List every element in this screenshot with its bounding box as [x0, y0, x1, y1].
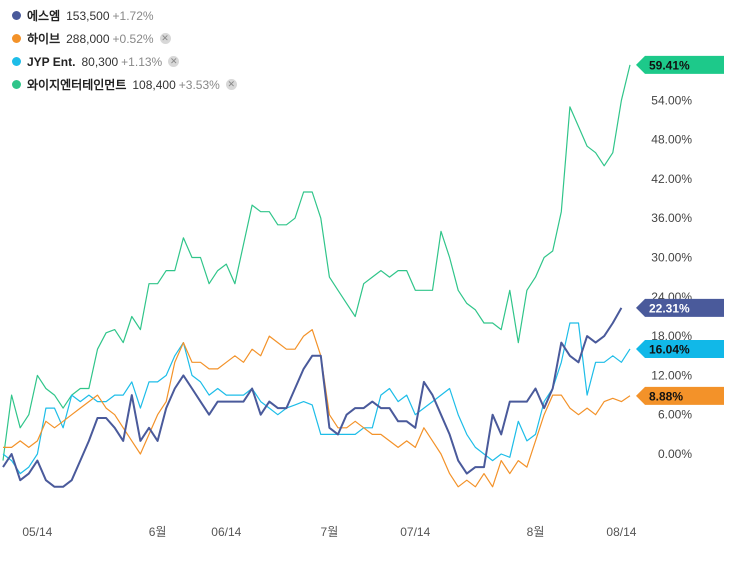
series-line-2: [3, 329, 631, 488]
legend-price: 80,300: [81, 54, 119, 69]
remove-series-icon[interactable]: ✕: [168, 56, 180, 67]
end-value-tag: 22.31%: [636, 298, 724, 317]
y-tick-label: 18.00%: [651, 329, 692, 343]
y-tick-label: 48.00%: [651, 133, 692, 147]
legend-dot: [12, 80, 21, 89]
end-value-tag: 16.04%: [636, 339, 724, 358]
remove-series-icon[interactable]: ✕: [225, 79, 237, 90]
legend-change: +1.13%: [121, 54, 163, 69]
x-tick-label: 08/14: [606, 525, 636, 539]
x-tick-label: 05/14: [22, 525, 52, 539]
end-value-tag: 59.41%: [636, 55, 724, 74]
x-tick-label: 07/14: [400, 525, 430, 539]
svg-text:16.04%: 16.04%: [649, 342, 690, 356]
y-tick-label: 54.00%: [651, 93, 692, 107]
legend-name: 하이브: [27, 32, 61, 46]
remove-series-icon[interactable]: ✕: [159, 33, 171, 44]
y-tick-label: 42.00%: [651, 172, 692, 186]
y-tick-label: 36.00%: [651, 211, 692, 225]
legend-dot: [12, 11, 21, 20]
legend-change: +3.53%: [178, 77, 220, 92]
legend-price: 288,000: [66, 31, 110, 46]
legend-price: 108,400: [132, 77, 176, 92]
x-tick-label: 6월: [149, 525, 167, 539]
legend-dot: [12, 34, 21, 43]
svg-text:59.41%: 59.41%: [649, 58, 690, 72]
legend-item-jyp[interactable]: JYP Ent. 80,300 +1.13% ✕: [12, 50, 237, 73]
legend-name: 에스엠: [27, 9, 61, 23]
series-line-3: [2, 307, 623, 488]
legend-dot: [12, 57, 21, 66]
legend-item-sm[interactable]: 에스엠 153,500 +1.72%: [12, 4, 237, 27]
legend-item-hybe[interactable]: 하이브 288,000 +0.52% ✕: [12, 27, 237, 50]
legend-price: 153,500: [66, 8, 110, 23]
series-line-0: [2, 64, 631, 461]
legend-name: 와이지엔터테인먼트: [27, 78, 127, 92]
y-tick-label: 0.00%: [658, 447, 692, 461]
x-tick-label: 06/14: [211, 525, 241, 539]
y-tick-label: 6.00%: [658, 408, 692, 422]
series-line-1: [2, 322, 631, 475]
x-tick-label: 7월: [321, 525, 339, 539]
y-tick-label: 30.00%: [651, 251, 692, 265]
legend-name: JYP Ent.: [27, 54, 76, 69]
y-tick-label: 12.00%: [651, 368, 692, 382]
x-tick-label: 8월: [527, 525, 545, 539]
svg-text:8.88%: 8.88%: [649, 389, 683, 403]
legend-item-yg[interactable]: 와이지엔터테인먼트 108,400 +3.53% ✕: [12, 73, 237, 96]
legend: 에스엠 153,500 +1.72% 하이브 288,000 +0.52% ✕ …: [12, 4, 237, 96]
end-value-tag: 8.88%: [636, 386, 724, 405]
legend-change: +1.72%: [112, 8, 154, 23]
svg-text:22.31%: 22.31%: [649, 301, 690, 315]
legend-change: +0.52%: [112, 31, 154, 46]
